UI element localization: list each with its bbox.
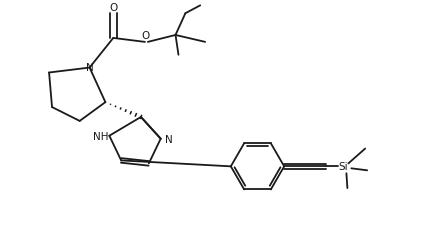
Text: N: N: [85, 62, 93, 72]
Text: NH: NH: [93, 131, 108, 141]
Text: O: O: [142, 31, 150, 41]
Text: Si: Si: [339, 162, 348, 172]
Text: N: N: [165, 134, 172, 144]
Text: O: O: [109, 3, 118, 13]
